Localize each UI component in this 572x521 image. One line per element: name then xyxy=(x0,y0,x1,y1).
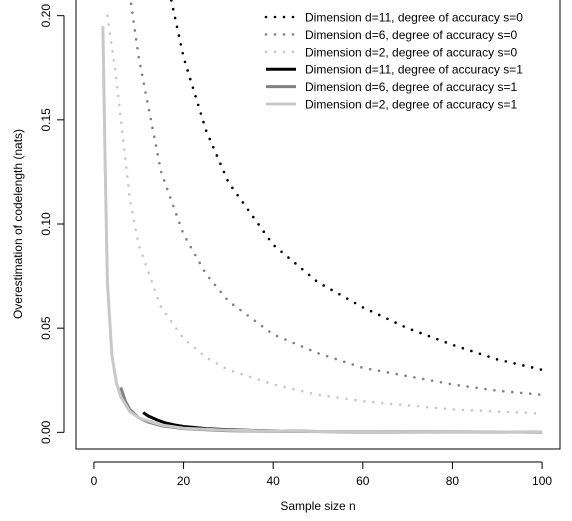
x-tick-label: 20 xyxy=(177,474,191,488)
y-axis: 0.00 0.05 0.10 0.15 0.20 xyxy=(39,4,65,444)
series-layer xyxy=(101,0,544,434)
y-tick-label: 0.00 xyxy=(39,420,53,444)
series-line-1 xyxy=(169,0,544,372)
y-tick-label: 0.15 xyxy=(39,108,53,132)
x-axis: 0 20 40 60 80 100 xyxy=(91,461,552,488)
legend-label-1: Dimension d=11, degree of accuracy s=0 xyxy=(305,11,523,25)
legend-label-6: Dimension d=2, degree of accuracy s=1 xyxy=(305,98,517,112)
x-tick-label: 60 xyxy=(356,474,370,488)
legend-label-4: Dimension d=11, degree of accuracy s=1 xyxy=(305,63,523,77)
y-tick-label: 0.20 xyxy=(39,4,53,28)
y-axis-label: Overestimation of codelength (nats) xyxy=(11,129,25,319)
series-line-6 xyxy=(101,26,543,434)
x-tick-label: 100 xyxy=(532,474,552,488)
x-tick-label: 0 xyxy=(91,474,98,488)
y-tick-label: 0.10 xyxy=(39,212,53,236)
legend-label-2: Dimension d=6, degree of accuracy s=0 xyxy=(305,28,517,42)
x-tick-label: 40 xyxy=(267,474,281,488)
y-tick-label: 0.05 xyxy=(39,316,53,340)
legend-label-5: Dimension d=6, degree of accuracy s=1 xyxy=(305,80,517,94)
x-tick-label: 80 xyxy=(446,474,460,488)
legend-label-3: Dimension d=2, degree of accuracy s=0 xyxy=(305,45,517,59)
x-axis-label: Sample size n xyxy=(280,499,355,513)
plot-frame xyxy=(75,0,561,450)
legend: Dimension d=11, degree of accuracy s=0 Di… xyxy=(264,11,523,112)
series-line-2 xyxy=(129,0,544,397)
